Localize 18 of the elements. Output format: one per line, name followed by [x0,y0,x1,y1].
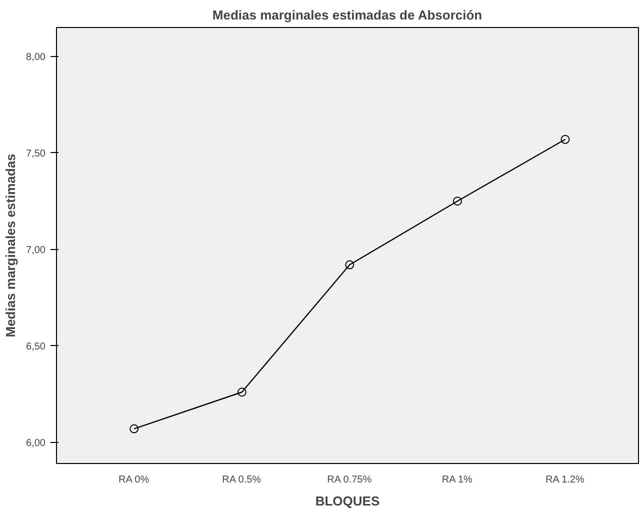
y-tick-label: 7,50 [26,148,46,160]
point [130,424,139,434]
y-tick-label: 6,00 [26,438,46,449]
x-tick-label: RA 0.5% [222,474,262,486]
y-axis-title: Medias marginales estimadas [3,154,18,338]
y-tick-label: 8,00 [26,52,46,63]
point [452,196,462,206]
x-tick-label: RA 0% [118,474,150,486]
point [237,388,246,397]
x-axis-title: BLOQUES [315,494,380,508]
x-tick-label: RA 1.2% [545,474,584,486]
chart-title: Medias marginales estimadas de Absorción [212,8,482,22]
point [560,134,570,144]
y-tick-label: 6,50 [26,341,46,352]
y-tick-label: 7,00 [26,244,46,256]
x-tick-label: RA 1% [442,474,473,486]
x-tick-label: RA 0.75% [327,474,372,486]
point [345,260,354,270]
